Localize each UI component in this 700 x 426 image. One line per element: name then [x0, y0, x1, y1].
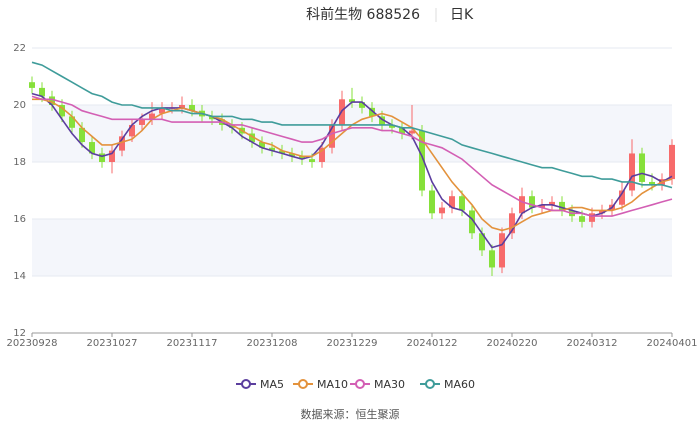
legend-marker — [298, 379, 308, 389]
candle-body — [149, 113, 155, 120]
candle-body — [469, 210, 475, 234]
ma-line — [31, 95, 673, 217]
candle-body — [589, 213, 595, 222]
x-tick-label: 20230928 — [7, 338, 58, 349]
legend-item: MA5 — [236, 378, 284, 391]
x-tick-label: 20231208 — [247, 338, 298, 349]
candle-body — [349, 99, 355, 103]
legend-marker — [241, 379, 251, 389]
x-tick-label: 20231229 — [327, 338, 378, 349]
candle-body — [69, 116, 75, 128]
candle-body — [479, 233, 485, 251]
source: 数据来源：恒生聚源 — [301, 407, 400, 421]
candle-body — [29, 82, 35, 88]
legend-label: MA30 — [374, 378, 405, 391]
candle-body — [259, 142, 265, 148]
x-tick-label: 20240312 — [567, 338, 618, 349]
candle-body — [559, 201, 565, 211]
candle-body — [409, 130, 415, 134]
ma-line — [31, 61, 673, 189]
candle-body — [319, 147, 325, 162]
candle-body — [359, 102, 365, 108]
candle-body — [599, 210, 605, 214]
candle-body — [389, 124, 395, 128]
x-tick-label: 20240220 — [487, 338, 538, 349]
candle-body — [499, 233, 505, 268]
candle-body — [139, 119, 145, 125]
chart-title: 科前生物 688526 — [306, 6, 420, 23]
candle-body — [489, 250, 495, 268]
period: 日K — [450, 7, 474, 23]
legend-label: MA10 — [317, 378, 348, 391]
candle-body — [529, 196, 535, 208]
candle-body — [119, 136, 125, 151]
candle-body — [379, 116, 385, 125]
candle-body — [669, 144, 675, 180]
candle-body — [129, 124, 135, 137]
legend-item: MA30 — [350, 378, 405, 391]
x-tick-label: 20240401 — [647, 338, 698, 349]
x-tick-label: 20240122 — [407, 338, 458, 349]
candle-body — [289, 153, 295, 157]
legend-label: MA5 — [260, 378, 284, 391]
candle-body — [299, 156, 305, 160]
candle-body — [189, 105, 195, 111]
y-tick-label: 18 — [13, 157, 26, 168]
x-tick-label: 20231117 — [167, 338, 218, 349]
candle-body — [629, 153, 635, 191]
candle-body — [399, 127, 405, 134]
candle-body — [159, 107, 165, 114]
candle-body — [209, 116, 215, 120]
grid-band — [32, 219, 672, 276]
candle-body — [639, 153, 645, 182]
candle-body — [619, 190, 625, 205]
candle-body — [49, 96, 55, 105]
legend-item: MA60 — [420, 378, 475, 391]
candle-body — [269, 147, 275, 151]
candle-body — [649, 181, 655, 185]
candle-body — [39, 87, 45, 97]
candle-body — [179, 105, 185, 108]
candle-body — [549, 201, 555, 205]
candle-body — [419, 130, 425, 191]
legend-marker — [355, 379, 365, 389]
candle-body — [249, 133, 255, 143]
candle-body — [109, 150, 115, 162]
x-tick-label: 20231027 — [87, 338, 138, 349]
candle-body — [369, 107, 375, 117]
candle-body — [79, 127, 85, 143]
y-tick-label: 16 — [13, 214, 26, 225]
candle-body — [99, 153, 105, 162]
grid-band — [32, 105, 672, 162]
candle-body — [329, 124, 335, 148]
candle-body — [279, 150, 285, 154]
candle-body — [519, 196, 525, 214]
candle-body — [59, 105, 65, 117]
y-tick-label: 14 — [13, 271, 26, 282]
y-tick-label: 12 — [13, 328, 26, 339]
candle-body — [229, 124, 235, 128]
legend-label: MA60 — [444, 378, 475, 391]
legend-marker — [425, 379, 435, 389]
candle-body — [509, 213, 515, 234]
candle-body — [459, 196, 465, 211]
candle-body — [89, 142, 95, 154]
legend-item: MA10 — [293, 378, 348, 391]
y-tick-label: 20 — [13, 100, 26, 111]
y-tick-label: 22 — [13, 43, 26, 54]
candle-body — [579, 216, 585, 222]
candle-body — [539, 204, 545, 208]
candle-body — [309, 159, 315, 162]
candle-body — [429, 190, 435, 214]
candle-body — [439, 207, 445, 214]
candle-body — [449, 196, 455, 208]
